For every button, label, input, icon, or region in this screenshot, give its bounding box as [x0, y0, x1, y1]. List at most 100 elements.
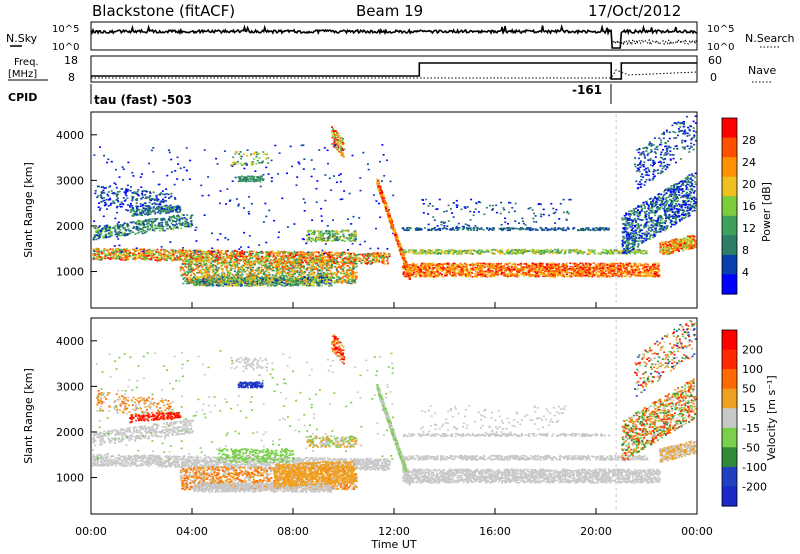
scatter-cell — [303, 258, 306, 260]
scatter-cell — [289, 270, 292, 273]
scatter-cell — [251, 260, 254, 263]
scatter-cell — [97, 251, 100, 253]
scatter-cell — [165, 193, 168, 195]
scatter-cell — [240, 270, 243, 272]
scatter-cell — [286, 284, 289, 286]
scatter-cell — [317, 251, 320, 254]
scatter-cell — [123, 200, 126, 202]
scatter-cell — [359, 253, 362, 256]
scatter-cell — [221, 268, 224, 270]
scatter-cell — [228, 261, 231, 263]
scatter-cell — [359, 258, 362, 260]
scatter-cell — [316, 262, 319, 265]
scatter-cell — [203, 149, 206, 151]
scatter-cell — [259, 284, 262, 286]
scatter-cell — [177, 215, 180, 218]
scatter-cell — [351, 268, 354, 271]
scatter-cell — [192, 259, 195, 262]
scatter-cell — [384, 256, 387, 258]
scatter-cell — [289, 261, 292, 263]
scatter-cell — [221, 257, 224, 260]
scatter-cell — [141, 248, 144, 251]
scatter-cell — [246, 251, 249, 254]
scatter-cell — [259, 251, 262, 253]
scatter-cell — [298, 273, 301, 276]
scatter-cell — [136, 191, 139, 193]
scatter-cell — [185, 218, 188, 221]
scatter-cell — [369, 254, 372, 257]
scatter-cell — [246, 149, 249, 151]
scatter-cell — [136, 209, 138, 211]
scatter-cell — [244, 178, 247, 181]
scatter-cell — [140, 212, 142, 215]
scatter-cell — [143, 202, 146, 204]
scatter-cell — [119, 224, 122, 226]
scatter-cell — [118, 250, 121, 252]
scatter-cell — [95, 256, 98, 258]
scatter-cell — [357, 253, 359, 256]
scatter-cell — [132, 220, 135, 223]
scatter-cell — [355, 254, 358, 257]
scatter-cell — [268, 209, 271, 212]
scatter-cell — [140, 197, 143, 200]
scatter-cell — [340, 252, 343, 255]
scatter-cell — [235, 257, 238, 260]
scatter-cell — [333, 257, 336, 259]
scatter-cell — [226, 250, 229, 252]
scatter-cell — [224, 262, 227, 264]
scatter-cell — [301, 259, 304, 261]
scatter-cell — [278, 231, 280, 233]
scatter-cell — [239, 162, 242, 165]
scatter-cell — [116, 257, 119, 259]
scatter-cell — [276, 280, 278, 282]
scatter-cell — [325, 252, 328, 254]
scatter-cell — [219, 190, 222, 192]
scatter-cell — [266, 251, 269, 254]
scatter-cell — [162, 201, 165, 204]
scatter-cell — [129, 254, 132, 257]
scatter-cell — [156, 217, 159, 220]
scatter-cell — [353, 253, 356, 256]
scatter-cell — [239, 155, 242, 158]
scatter-cell — [332, 145, 335, 148]
scatter-cell — [240, 157, 242, 160]
scatter-cell — [278, 252, 281, 255]
scatter-cell — [126, 256, 129, 259]
scatter-cell — [203, 263, 206, 266]
scatter-cell — [338, 264, 341, 267]
scatter-cell — [355, 262, 358, 265]
scatter-cell — [270, 259, 273, 261]
scatter-cell — [241, 277, 244, 280]
scatter-cell — [206, 260, 209, 263]
scatter-cell — [130, 252, 133, 254]
scatter-cell — [135, 198, 138, 201]
scatter-cell — [255, 155, 258, 158]
scatter-cell — [181, 262, 184, 265]
scatter-cell — [152, 191, 155, 194]
scatter-cell — [340, 254, 343, 257]
scatter-cell — [265, 166, 268, 169]
scatter-cell — [207, 252, 210, 254]
scatter-cell — [222, 273, 225, 275]
scatter-cell — [216, 257, 219, 259]
scatter-cell — [179, 257, 182, 259]
scatter-cell — [277, 269, 280, 271]
scatter-cell — [102, 256, 105, 259]
scatter-cell — [302, 273, 305, 276]
scatter-cell — [341, 272, 344, 275]
scatter-cell — [97, 237, 100, 240]
scatter-cell — [297, 280, 300, 283]
scatter-cell — [191, 261, 193, 263]
scatter-cell — [210, 275, 213, 278]
scatter-cell — [309, 260, 312, 263]
scatter-cell — [144, 213, 147, 216]
scatter-cell — [104, 201, 107, 204]
scatter-cell — [270, 284, 273, 287]
scatter-cell — [317, 285, 320, 287]
scatter-cell — [338, 252, 341, 255]
scatter-cell — [264, 202, 267, 205]
scatter-cell — [145, 254, 148, 257]
scatter-cell — [376, 254, 378, 257]
scatter-cell — [337, 148, 340, 150]
scatter-cell — [116, 232, 119, 235]
